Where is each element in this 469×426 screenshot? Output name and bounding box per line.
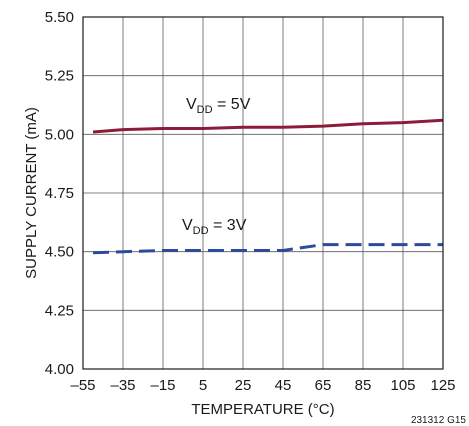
figure-id: 231312 G15 (411, 415, 466, 426)
y-tick-label: 5.00 (45, 126, 74, 143)
series-label-vdd-3v-sub: DD (193, 225, 209, 237)
x-tick-label: 25 (235, 377, 252, 394)
series-label-vdd-5v-main: V (186, 96, 197, 113)
series-line-vdd-3v (92, 243, 443, 255)
x-tick-label: 5 (199, 377, 207, 394)
series-label-vdd-3v-main: V (182, 217, 193, 234)
series-label-vdd-5v-sub: DD (197, 104, 213, 116)
y-tick-label: 4.75 (45, 185, 74, 202)
series-label-vdd-3v-rest: = 3V (209, 217, 247, 234)
y-tick-label: 5.25 (45, 68, 74, 85)
y-tick-label: 4.00 (45, 361, 74, 378)
y-tick-label: 4.25 (45, 302, 74, 319)
x-tick-label: 105 (390, 377, 415, 394)
x-tick-label: –55 (70, 377, 95, 394)
series-line-vdd-5v (92, 118, 444, 134)
x-tick-label: –35 (110, 377, 135, 394)
y-axis-title: SUPPLY CURRENT (mA) (23, 107, 40, 279)
plot-frame (82, 16, 444, 370)
y-tick-label: 5.50 (45, 9, 74, 26)
x-tick-label: 125 (430, 377, 455, 394)
y-tick-label: 4.50 (45, 244, 74, 261)
x-tick-label: 65 (315, 377, 332, 394)
x-tick-label: 85 (355, 377, 372, 394)
series-label-vdd-5v: VDD = 5V (186, 96, 251, 116)
y-tick-labels: 4.00 4.25 4.50 4.75 5.00 5.25 5.50 (45, 9, 74, 378)
x-axis-title: TEMPERATURE (°C) (191, 401, 334, 418)
series-label-vdd-3v: VDD = 3V (182, 217, 247, 237)
x-tick-labels: –55 –35 –15 5 25 45 65 85 105 125 (70, 377, 455, 394)
series-label-vdd-5v-rest: = 5V (213, 96, 251, 113)
series-lines (92, 118, 444, 255)
x-tick-label: 45 (275, 377, 292, 394)
x-tick-label: –15 (150, 377, 175, 394)
